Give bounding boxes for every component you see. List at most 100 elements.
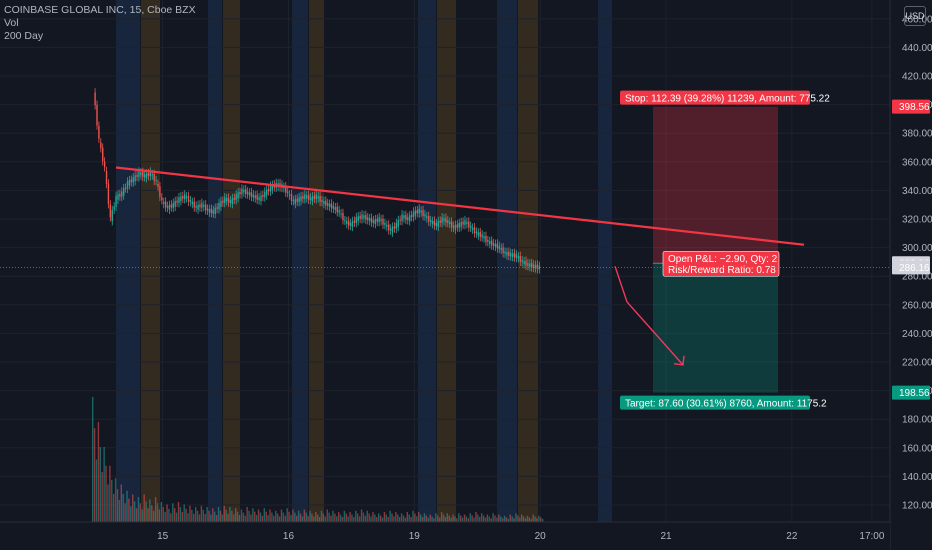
- chart-drawings[interactable]: [0, 166, 890, 366]
- volume-bar: [141, 509, 143, 522]
- target-label[interactable]: Target: 87.60 (30.61%) 8760, Amount: 117…: [620, 395, 827, 410]
- candle-body: [344, 220, 346, 222]
- volume-bar: [202, 509, 204, 522]
- volume-bars: [92, 397, 544, 522]
- volume-bar: [278, 516, 281, 522]
- candle-body: [412, 211, 415, 218]
- volume-bar: [500, 516, 502, 522]
- candle-body: [191, 202, 194, 204]
- volume-bar: [206, 507, 208, 522]
- stop-label[interactable]: Stop: 112.39 (39.28%) 11239, Amount: 775…: [620, 90, 830, 105]
- candle-body: [153, 173, 155, 181]
- volume-bar: [229, 507, 231, 522]
- candle-body: [102, 147, 104, 162]
- volume-bar: [454, 516, 456, 522]
- candle-body: [147, 173, 150, 176]
- candle-body: [365, 214, 367, 220]
- volume-bar: [349, 512, 351, 522]
- candle-body: [286, 191, 289, 194]
- candle-body: [376, 218, 378, 222]
- volume-bar: [397, 514, 399, 522]
- candle-body: [346, 221, 348, 225]
- stop-price-tag-text: 398.56: [899, 102, 930, 113]
- candle-body: [323, 201, 325, 204]
- candle-body: [227, 197, 230, 203]
- candle-body: [414, 210, 417, 216]
- candle-body: [151, 174, 153, 176]
- candle-body: [470, 225, 472, 228]
- price-tick-label: 260.00: [902, 300, 932, 311]
- volume-indicator-label[interactable]: Vol: [4, 17, 19, 29]
- candle-body: [246, 191, 249, 195]
- candle-body: [380, 219, 382, 222]
- candle-body: [174, 201, 176, 207]
- volume-bar: [425, 515, 428, 522]
- volume-bar: [242, 512, 245, 522]
- ma-indicator-label[interactable]: 200 Day: [4, 30, 44, 42]
- volume-bar: [284, 515, 286, 522]
- candle-body: [479, 232, 481, 237]
- volume-bar: [385, 514, 388, 522]
- short-position-tool[interactable]: Stop: 112.39 (39.28%) 11239, Amount: 775…: [620, 90, 830, 410]
- candle-body: [439, 220, 441, 223]
- pnl-label-text: Open P&L: −2.90, Qty: 2: [668, 254, 778, 265]
- projection-arrowhead: [673, 355, 685, 366]
- volume-bar: [97, 422, 100, 522]
- price-axis[interactable]: 120.00140.00160.00180.00200.00220.00240.…: [889, 0, 932, 550]
- session-band: [223, 0, 240, 522]
- candle-body: [94, 92, 96, 106]
- volume-bar: [482, 515, 485, 522]
- price-tick-label: 440.00: [902, 43, 932, 54]
- last-price-tag[interactable]: 286.16: [892, 260, 930, 275]
- pnl-label-bg: [662, 250, 780, 277]
- volume-bar: [158, 509, 161, 522]
- volume-bar: [139, 503, 142, 522]
- volume-bar: [99, 447, 102, 522]
- target-label-bg: [620, 395, 810, 410]
- candle-body: [361, 214, 363, 220]
- candle-body: [460, 222, 462, 227]
- projection-arrow[interactable]: [614, 265, 684, 366]
- volume-bar: [221, 514, 224, 522]
- volume-bar: [187, 513, 189, 522]
- volume-bar: [194, 507, 197, 522]
- currency-badge[interactable]: USD: [904, 6, 926, 26]
- candle-body: [180, 196, 182, 202]
- target-price-tag[interactable]: 198.56: [892, 385, 930, 400]
- volume-bar: [145, 501, 147, 522]
- candle-body: [426, 216, 428, 219]
- price-tick-label: 320.00: [902, 215, 932, 226]
- candle-body: [431, 221, 434, 225]
- candle-body: [210, 208, 213, 214]
- candle-body: [197, 204, 199, 210]
- candle-body: [367, 217, 369, 221]
- volume-bar: [215, 515, 218, 522]
- volume-bar: [153, 510, 155, 522]
- candle-body: [159, 186, 161, 197]
- candle-body: [258, 197, 260, 201]
- candle-body: [222, 200, 224, 203]
- volume-bar: [208, 510, 210, 522]
- volume-bar: [271, 512, 273, 522]
- chart-grid: [0, 0, 890, 522]
- candle-body: [296, 198, 298, 202]
- time-tick-label: 17:00: [859, 531, 884, 542]
- candle-body: [142, 172, 144, 177]
- candle-body: [409, 215, 411, 222]
- stop-price-tag[interactable]: 398.56: [892, 99, 930, 114]
- candle-body: [420, 210, 422, 213]
- candle-body: [372, 220, 375, 224]
- candle-body: [168, 204, 171, 210]
- candle-body: [214, 207, 216, 214]
- candle-body: [498, 245, 500, 249]
- volume-bar: [330, 515, 332, 522]
- volume-bar: [164, 512, 166, 522]
- resistance-trendline[interactable]: [115, 166, 805, 246]
- symbol-title[interactable]: COINBASE GLOBAL INC, 15, Cboe BZX: [4, 4, 196, 16]
- volume-bar: [374, 514, 376, 522]
- volume-bar: [254, 511, 256, 522]
- volume-bar: [276, 513, 279, 522]
